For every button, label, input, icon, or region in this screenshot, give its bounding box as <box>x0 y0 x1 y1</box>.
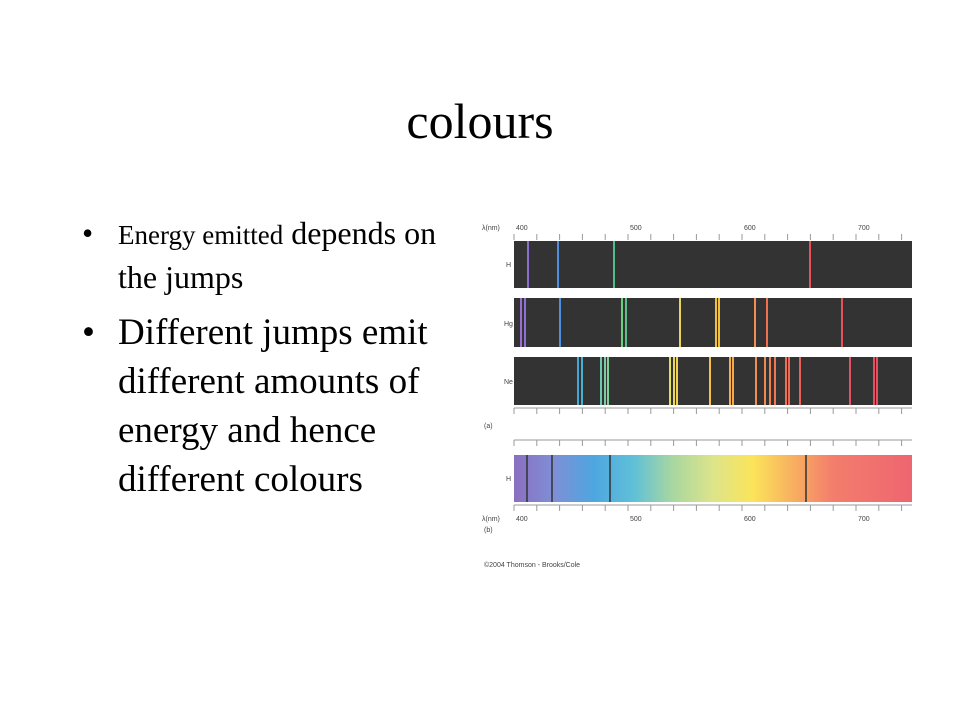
tick-label: 700 <box>858 225 870 232</box>
bullet: Different jumps emit different amounts o… <box>80 308 453 504</box>
row-label: Ne <box>504 379 513 386</box>
row-label: Hg <box>504 321 513 328</box>
bullet-text: depends on the jumps <box>118 215 437 295</box>
axis-label: λ(nm) <box>482 225 500 232</box>
tick-label: 400 <box>516 225 528 232</box>
tick-label: 600 <box>744 225 756 232</box>
spectrum-figure: λ(nm) λ(nm) H Hg Ne H (a) (b) ©2004 Thom… <box>482 225 912 569</box>
tick-label: 500 <box>630 225 642 232</box>
spectrum-band <box>514 241 912 288</box>
row-label: H <box>506 476 511 483</box>
slide-title: colours <box>406 93 554 149</box>
tick-label: 400 <box>516 516 528 523</box>
row-label: H <box>506 262 511 269</box>
continuous-spectrum <box>514 455 912 502</box>
bullet: Energy emitted depends on the jumps <box>80 212 440 298</box>
bullet-text: Different jumps emit different amounts o… <box>118 312 428 500</box>
bullet-list: Energy emitted depends on the jumps Diff… <box>80 212 440 504</box>
credit: ©2004 Thomson - Brooks/Cole <box>484 561 580 569</box>
panel-label: (b) <box>484 527 493 534</box>
bullet-text: Energy emitted <box>118 220 284 250</box>
spectrum-band <box>514 298 912 347</box>
panel-label: (a) <box>484 423 493 430</box>
axis-label: λ(nm) <box>482 516 500 523</box>
tick-label: 600 <box>744 516 756 523</box>
spectrum-band <box>514 357 912 405</box>
tick-label: 700 <box>858 516 870 523</box>
tick-label: 500 <box>630 516 642 523</box>
